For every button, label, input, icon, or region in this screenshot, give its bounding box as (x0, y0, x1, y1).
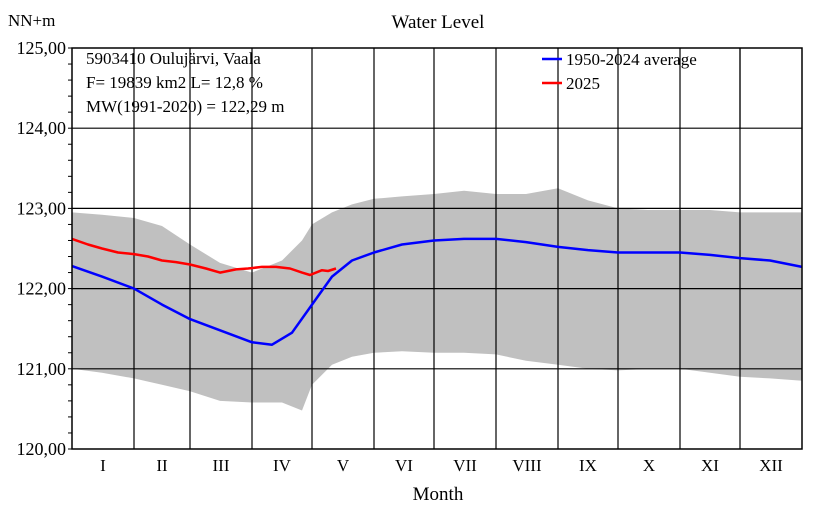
legend: 1950-2024 average 2025 (542, 50, 697, 93)
y-tick-label: 123,00 (17, 198, 67, 218)
legend-label-2025: 2025 (566, 74, 600, 93)
legend-label-average: 1950-2024 average (566, 50, 697, 69)
info-line-mean: MW(1991-2020) = 122,29 m (86, 97, 284, 116)
x-tick-label: II (156, 456, 168, 475)
y-tick-label: 122,00 (17, 279, 67, 299)
x-tick-label: I (100, 456, 106, 475)
average-line (71, 237, 803, 346)
x-tick-label: X (643, 456, 655, 475)
series-line-layer (71, 237, 803, 346)
info-line-area: F= 19839 km2 L= 12,8 % (86, 73, 263, 92)
x-tick-layer: I II III IV V VI VII VIII IX X XI XII (100, 456, 783, 475)
y-axis-label: NN+m (8, 11, 55, 30)
y-tick-label: 125,00 (17, 38, 67, 58)
y-tick-label: 124,00 (17, 118, 67, 138)
x-tick-label: VIII (512, 456, 542, 475)
range-band (72, 188, 802, 411)
x-tick-label: III (213, 456, 230, 475)
grid-layer (68, 47, 802, 450)
x-axis-label: Month (413, 484, 464, 505)
chart-title: Water Level (392, 12, 485, 33)
x-tick-label: VII (453, 456, 477, 475)
x-tick-label: VI (395, 456, 413, 475)
x-tick-label: XII (759, 456, 783, 475)
y-tick-layer: 120,00 121,00 122,00 123,00 124,00 125,00 (17, 38, 67, 459)
range-band-layer (72, 188, 802, 411)
x-tick-label: XI (701, 456, 719, 475)
y-tick-label: 121,00 (17, 359, 67, 379)
plot-frame (71, 47, 803, 450)
year-2025-line (71, 237, 337, 277)
x-tick-label: IX (579, 456, 597, 475)
y-tick-label: 120,00 (17, 439, 67, 459)
info-line-station: 5903410 Oulujärvi, Vaala (86, 49, 261, 68)
x-tick-label: IV (273, 456, 292, 475)
x-tick-label: V (337, 456, 350, 475)
info-box: 5903410 Oulujärvi, Vaala F= 19839 km2 L=… (86, 49, 284, 116)
